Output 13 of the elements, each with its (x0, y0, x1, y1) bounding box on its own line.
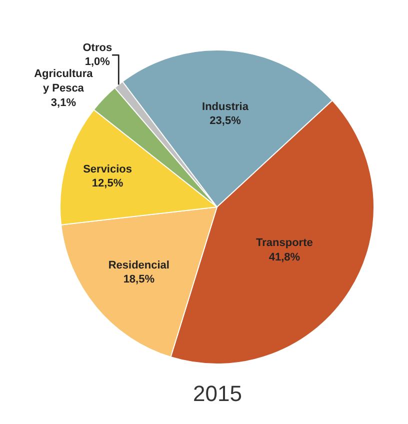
slice-label: Industria (202, 100, 250, 113)
data-label: 18,5% (123, 274, 155, 286)
data-label: 23,5% (210, 115, 242, 128)
slice-label: Agricultura y Pesca (34, 68, 94, 94)
text: 2015 (193, 381, 242, 406)
slice-label: Residencial (108, 259, 170, 272)
slice-label: Otros (82, 42, 112, 54)
slice-label: Transporte (256, 237, 313, 250)
slice-label: Servicios (83, 163, 132, 176)
data-label: 3,1% (50, 96, 76, 109)
data-label: 1,0% (84, 56, 110, 68)
data-label: 41,8% (268, 251, 300, 264)
data-label: 12,5% (92, 178, 124, 190)
